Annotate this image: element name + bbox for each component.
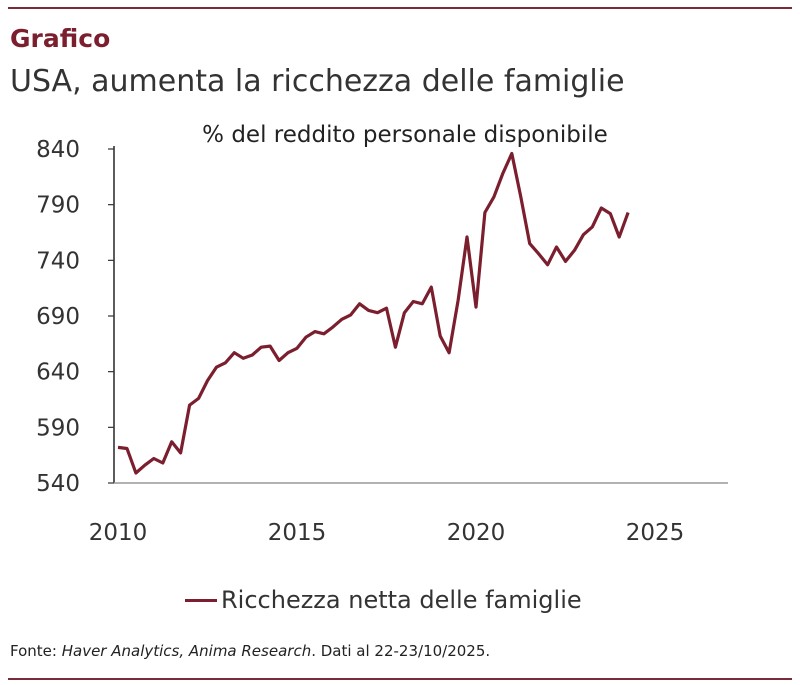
legend: Ricchezza netta delle famiglie [185, 586, 582, 614]
axes [113, 146, 728, 484]
source-names: Haver Analytics, Anima Research [61, 642, 312, 660]
y-tick-label: 790 [36, 193, 80, 219]
series-line [117, 151, 630, 475]
source-prefix: Fonte: [10, 642, 62, 660]
chart-kicker: Grafico [10, 24, 111, 53]
y-tick-label: 740 [36, 248, 80, 274]
source-note: Fonte: Haver Analytics, Anima Research. … [10, 642, 490, 660]
y-tick-label: 640 [36, 360, 80, 386]
x-tick-label: 2015 [268, 520, 327, 546]
x-tick-label: 2025 [626, 520, 685, 546]
x-tick-label: 2010 [89, 520, 148, 546]
y-tick-label: 590 [36, 415, 80, 441]
legend-swatch [185, 598, 217, 602]
y-tick-label: 690 [36, 304, 80, 330]
legend-label: Ricchezza netta delle famiglie [221, 586, 582, 614]
bottom-rule [8, 678, 792, 680]
x-tick-label: 2020 [447, 520, 506, 546]
chart-title: USA, aumenta la ricchezza delle famiglie [10, 64, 625, 99]
line-chart: % del reddito personale disponibile 540 5… [36, 122, 728, 546]
top-rule [8, 7, 792, 9]
y-tick-label: 540 [36, 471, 80, 497]
source-date: . Dati al 22-23/10/2025. [311, 642, 491, 660]
chart-subtitle: % del reddito personale disponibile [202, 122, 608, 148]
y-tick-label: 840 [36, 137, 80, 163]
